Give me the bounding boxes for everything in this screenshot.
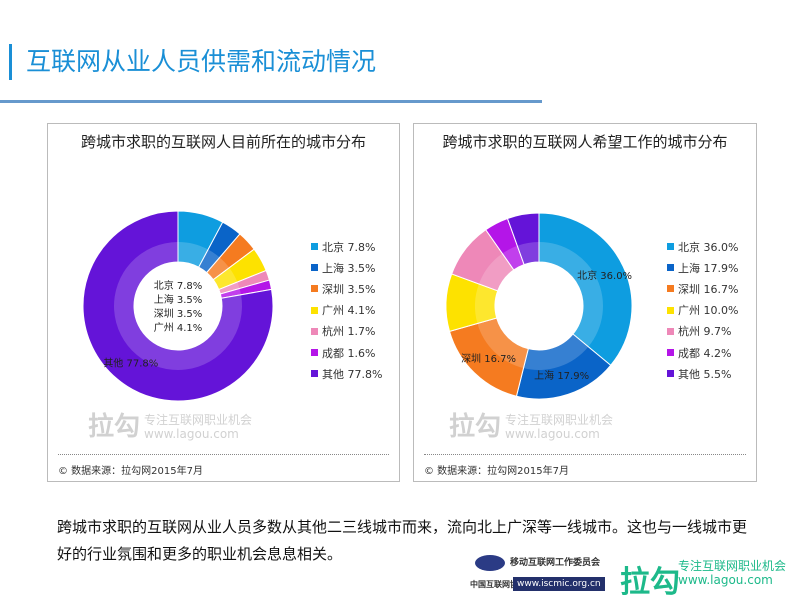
legend-label: 广州 10.0% [678,304,739,318]
legend-label: 深圳 16.7% [678,282,739,296]
chart-title: 跨城市求职的互联网人希望工作的城市分布 [442,133,728,151]
donut-inner-highlight [218,282,240,294]
legend-label: 其他 77.8% [322,367,383,381]
lagou-logo: 拉勾 [620,565,680,600]
chart-title: 跨城市求职的互联网人目前所在的城市分布 [80,133,366,151]
legend-swatch [311,264,318,272]
legend-item: 上海 17.9% [667,257,738,278]
legend-label: 上海 3.5% [322,261,376,275]
legend-item: 北京 36.0% [667,236,738,257]
donut-inner-highlight [517,242,539,265]
data-label: 深圳 16.7% [461,353,516,365]
legend-swatch [311,285,318,293]
legend-swatch [311,306,318,314]
isc-org-name: 中国互联网协会 [470,580,526,589]
legend-label: 杭州 9.7% [678,325,732,339]
data-label: 上海 3.5% [154,293,203,306]
legend-label: 北京 7.8% [322,240,376,254]
legend-item: 成都 4.2% [667,342,738,363]
title-divider [0,100,542,103]
data-label: 其他 77.8% [103,356,158,369]
legend-item: 深圳 3.5% [311,278,382,299]
legend-item: 杭州 9.7% [667,321,738,342]
donut-slice-北京 [538,212,633,366]
legend-label: 其他 5.5% [678,367,732,381]
legend-label: 成都 4.2% [678,346,732,360]
donut-inner-highlight [502,245,525,270]
legend-label: 成都 1.6% [322,346,376,360]
legend-item: 其他 5.5% [667,363,738,384]
lagou-slogan: 专注互联网职业机会 www.lagou.com [678,559,787,587]
legend-label: 上海 17.9% [678,261,739,275]
legend-label: 广州 4.1% [322,304,376,318]
data-source: © 数据来源：拉勾网2015年7月 [424,466,569,477]
desired-city-donut-chart: 北京 36.0% 上海 17.9% 深圳 16.7% [445,212,633,400]
source-divider [424,454,746,455]
legend-swatch [667,243,674,251]
legend-swatch [311,243,318,251]
legend-swatch [667,264,674,272]
legend-item: 杭州 1.7% [311,321,382,342]
donut-inner-highlight [178,242,209,268]
legend-swatch [667,370,674,378]
legend-swatch [667,327,674,335]
iscmic-url: www.iscmic.org.cn [513,577,605,591]
legend-label: 深圳 3.5% [322,282,376,296]
donut-inner-highlight [477,318,529,369]
footer-logos: 移动互联网工作委员会 中国互联网协会 www.iscmic.org.cn 拉勾 … [470,553,800,600]
donut-slice-其他 [506,212,540,266]
data-label: 上海 17.9% [534,369,589,382]
chart-legend: 北京 36.0% 上海 17.9% 深圳 16.7% 广州 10.0% 杭州 9.7% 成… [667,236,738,384]
data-label: 深圳 3.5% [154,308,203,320]
current-city-donut-chart: 北京 7.8%上海 3.5% 深圳 3.5% 广州 4.1% 其他 77.8% [82,210,274,402]
legend-swatch [667,285,674,293]
donut-inner-highlight [523,334,589,370]
donut-inner-highlight [478,253,514,291]
donut-inner-highlight [198,249,220,273]
data-label: 北京 7.8% [154,279,203,292]
donut-inner-highlight [475,283,498,324]
legend-swatch [311,349,318,357]
donut-slice-上海 [515,333,612,400]
donut-inner-highlight [220,288,242,299]
legend-item: 北京 7.8% [311,236,382,257]
data-label: 广州 4.1% [154,322,203,334]
legend-swatch [667,306,674,314]
title-accent-bar [9,44,12,80]
desired-city-chart-panel: 跨城市求职的互联网人希望工作的城市分布 北京 36.0% 上海 17.9% 深圳 1… [413,123,757,482]
conclusion-text: 跨城市求职的互联网从业人员多数从其他二三线城市而来，流向北上广深等一线城市。这也… [57,518,748,563]
source-divider [58,454,389,455]
legend-item: 成都 1.6% [311,342,382,363]
iscmic-logo-icon [475,555,505,571]
donut-inner-highlight [206,257,230,280]
legend-swatch [667,349,674,357]
data-source: © 数据来源：拉勾网2015年7月 [58,466,203,477]
legend-item: 广州 4.1% [311,300,382,321]
data-label: 北京 36.0% [577,269,632,282]
legend-item: 其他 77.8% [311,363,382,384]
donut-inner-highlight [113,242,242,370]
chart-legend: 北京 7.8% 上海 3.5% 深圳 3.5% 广州 4.1% 杭州 1.7% 成都 1.… [311,236,382,384]
legend-item: 深圳 16.7% [667,278,738,299]
page-title: 互联网从业人员供需和流动情况 [26,47,377,76]
legend-label: 杭州 1.7% [322,325,376,339]
donut-slice-其他 [82,210,274,402]
current-city-chart-panel: 跨城市求职的互联网人目前所在的城市分布 北京 7.8% 上海 3.5% 深圳 3.5… [47,123,400,482]
donut-inner-highlight [539,242,603,347]
legend-item: 广州 10.0% [667,300,738,321]
legend-swatch [311,370,318,378]
legend-item: 上海 3.5% [311,257,382,278]
iscmic-name: 移动互联网工作委员会 [510,558,601,568]
legend-swatch [311,327,318,335]
legend-label: 北京 36.0% [678,240,739,254]
